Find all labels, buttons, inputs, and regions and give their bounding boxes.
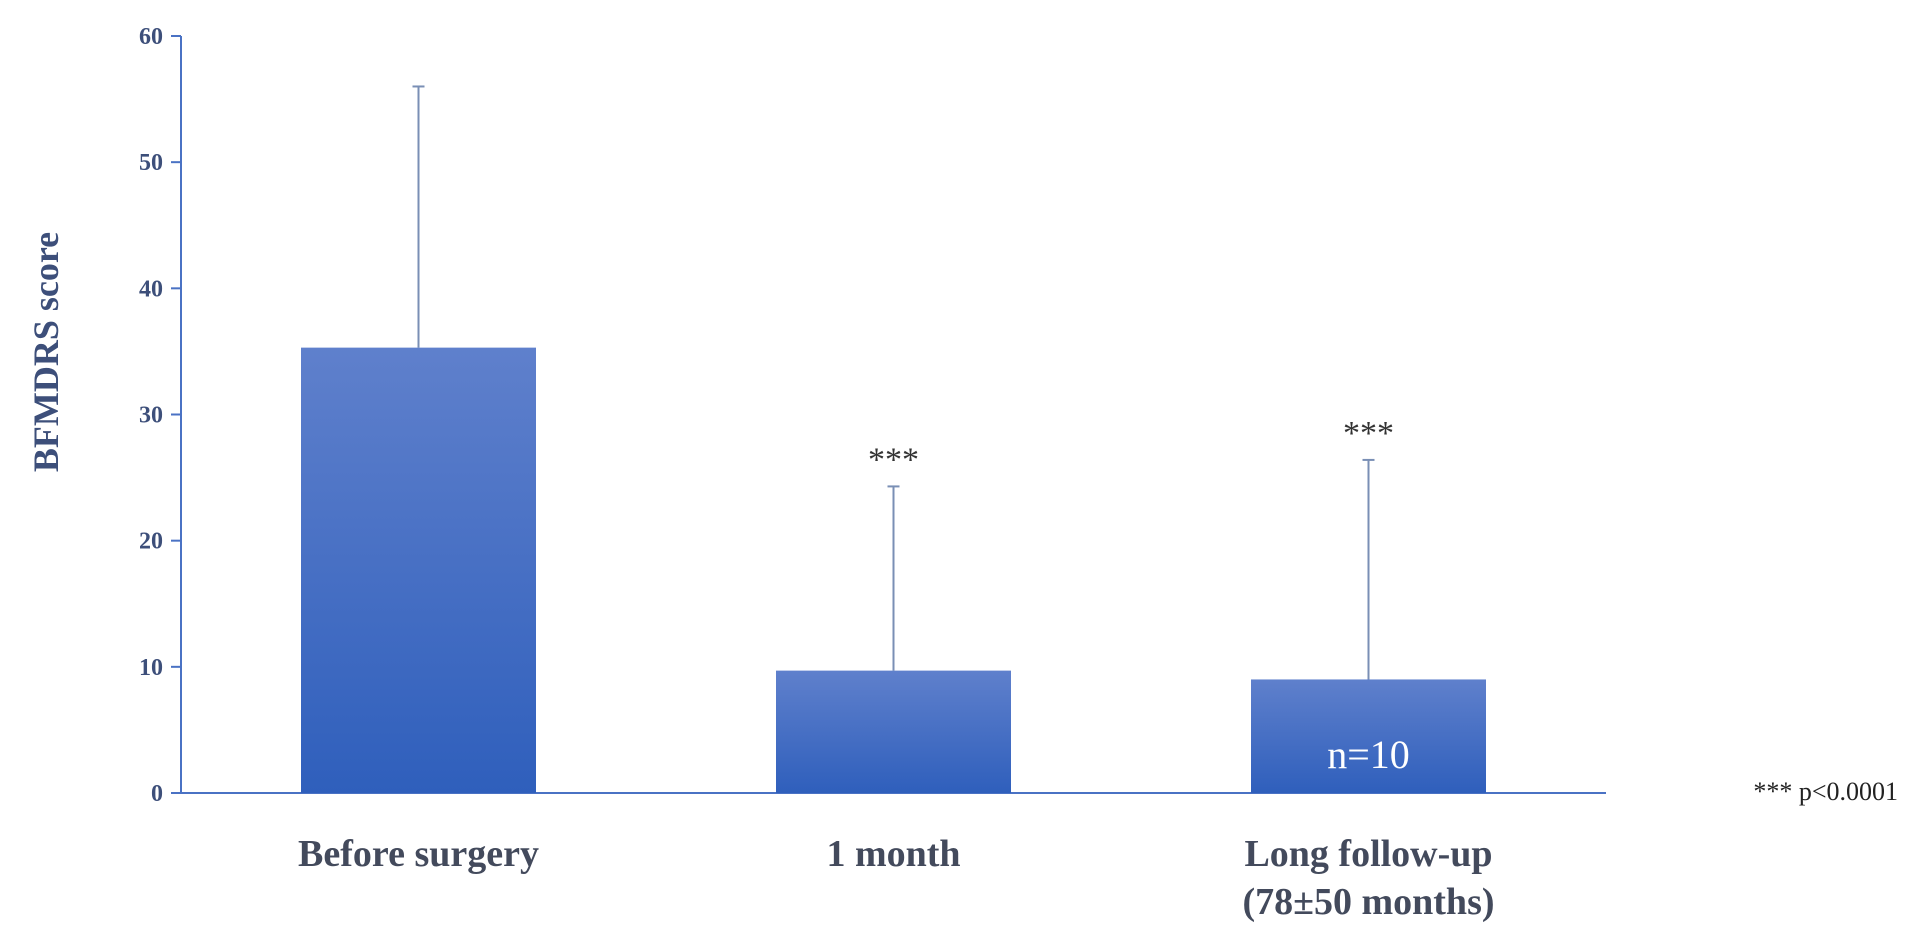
y-tick-label: 40 — [139, 276, 163, 302]
chart-labels: Before surgery *** 1 month *** n=10 Long foll… — [298, 415, 1494, 923]
bar — [1251, 679, 1486, 793]
x-tick-label: 1 month — [826, 833, 960, 875]
bar-annotation: n=10 — [1327, 732, 1410, 777]
significance-marker: *** — [868, 441, 919, 478]
bar — [301, 347, 536, 793]
y-tick-label: 60 — [139, 24, 163, 50]
x-tick-label: Long follow-up (78±50 months) — [1242, 833, 1494, 923]
y-tick-label: 0 — [151, 781, 163, 807]
bar — [776, 670, 1011, 793]
y-tick-label: 10 — [139, 655, 163, 681]
significance-footnote: *** p<0.0001 — [1753, 777, 1898, 806]
chart-bars — [301, 85, 1486, 793]
significance-marker: *** — [1343, 415, 1394, 452]
x-tick-label: Before surgery — [298, 833, 539, 875]
y-tick-label: 20 — [139, 529, 163, 555]
y-axis-label: BFMDRS score — [26, 232, 66, 472]
y-tick-label: 50 — [139, 150, 163, 176]
y-tick-label: 30 — [139, 403, 163, 429]
